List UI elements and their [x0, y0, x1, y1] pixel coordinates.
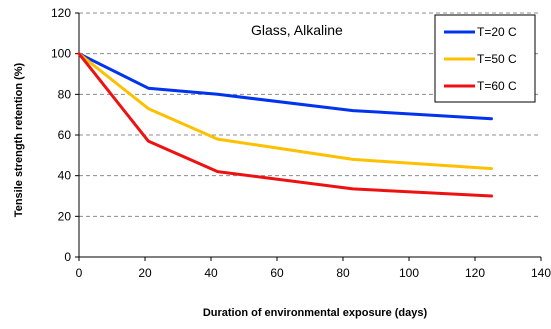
gridlines: [79, 12, 541, 217]
y-axis-title: Tensile strength retention (%): [13, 62, 25, 217]
x-tick-label: 60: [270, 266, 284, 280]
y-tick-label: 80: [58, 87, 72, 101]
legend: T=20 C T=50 C T=60 C: [434, 14, 536, 103]
x-tick-label: 20: [138, 266, 152, 280]
series-line-2: [77, 52, 493, 171]
legend-label: T=50 C: [477, 52, 517, 66]
x-tick-label: 120: [465, 266, 485, 280]
y-tick-label: 120: [51, 6, 71, 20]
chart-annotation: Glass, Alkaline: [251, 22, 343, 38]
x-tick-label: 0: [76, 266, 83, 280]
x-tick-label: 40: [204, 266, 218, 280]
y-tick-label: 100: [51, 47, 71, 61]
x-axis-title: Duration of environmental exposure (days…: [203, 307, 428, 319]
y-tick-label: 20: [58, 209, 72, 223]
series-lines: [77, 52, 493, 198]
x-tick-label: 140: [531, 266, 551, 280]
y-tick-label: 0: [64, 250, 71, 264]
y-tick-label: 40: [58, 169, 72, 183]
legend-label: T=60 C: [477, 79, 517, 93]
x-tick-label: 100: [399, 266, 419, 280]
x-tick-labels: 0 20 40 60 80 100 120 140: [76, 266, 551, 280]
series-line-3: [77, 52, 493, 198]
y-tick-labels: 0 20 40 60 80 100 120: [51, 6, 71, 264]
legend-label: T=20 C: [477, 25, 517, 39]
x-tick-label: 80: [336, 266, 350, 280]
series-line-1: [77, 52, 493, 121]
y-tick-label: 60: [58, 128, 72, 142]
